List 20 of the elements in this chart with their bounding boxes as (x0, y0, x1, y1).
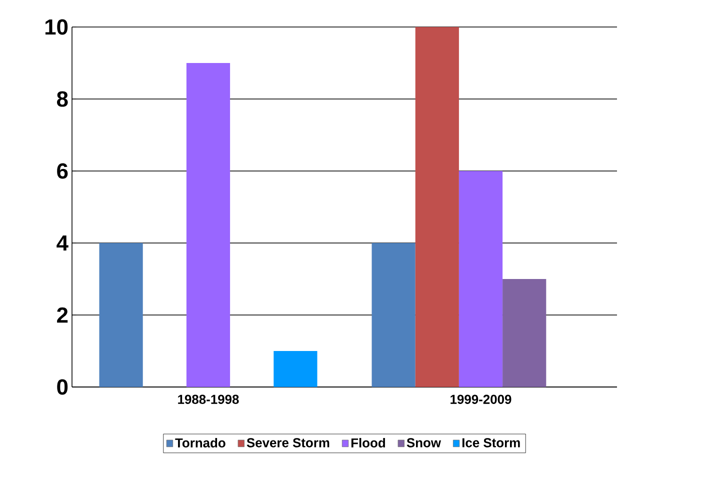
y-tick-label: 4 (56, 235, 68, 251)
legend-label: Tornado (175, 438, 226, 448)
legend-label: Severe Storm (246, 438, 330, 448)
bar (99, 243, 143, 387)
legend-label: Snow (406, 438, 442, 448)
bar (458, 171, 503, 387)
x-tick-label: 1988-1998 (178, 394, 239, 404)
y-tick-label: 2 (57, 307, 68, 323)
x-tick-label: 1999-2009 (450, 394, 512, 404)
bar (372, 243, 416, 387)
y-tick-label: 8 (56, 91, 68, 107)
y-tick-label: 10 (45, 19, 68, 35)
legend-label: Flood (351, 438, 385, 448)
y-tick-label: 6 (57, 163, 68, 179)
bar (502, 279, 546, 387)
y-tick-label: 0 (57, 379, 68, 395)
bar (274, 351, 318, 387)
bar (186, 62, 230, 387)
legend-label: Ice Storm (462, 438, 520, 448)
bar (415, 26, 459, 387)
